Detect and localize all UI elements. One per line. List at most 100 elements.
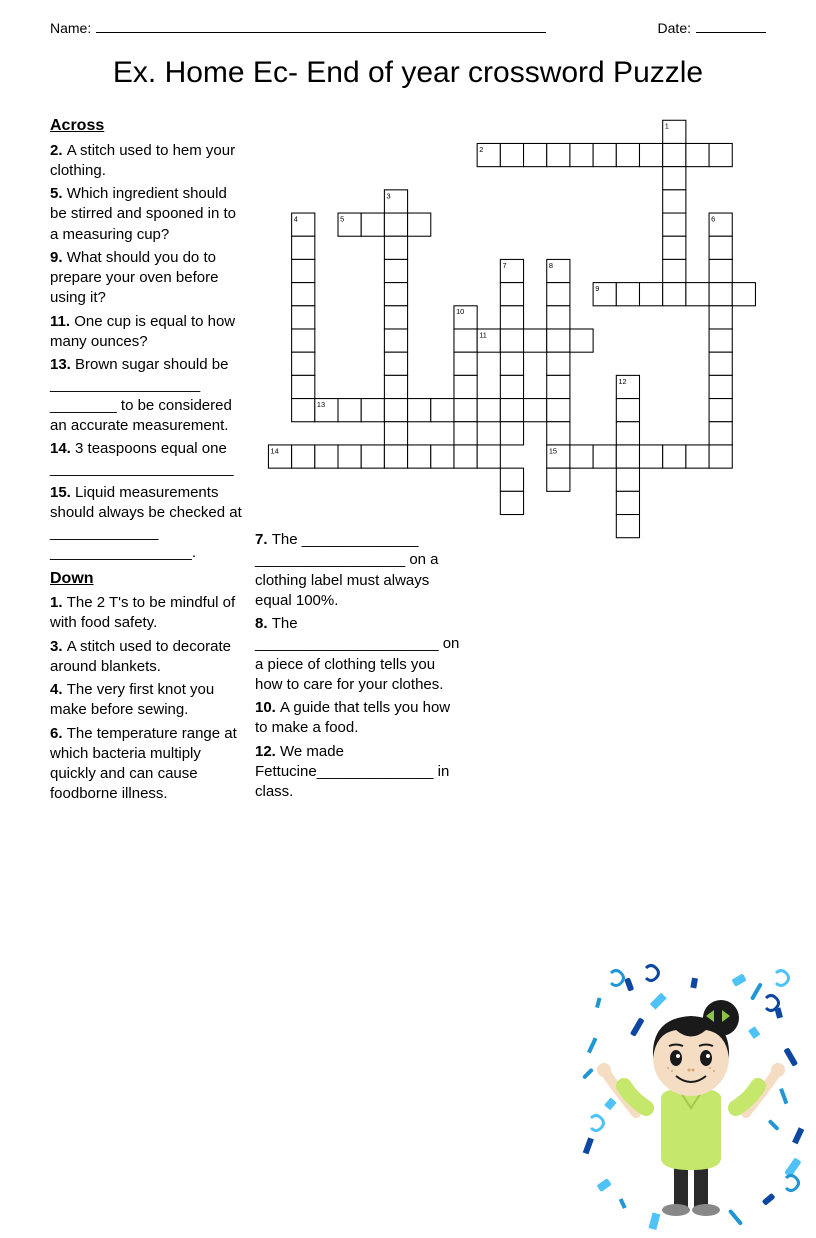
crossword-cell[interactable] (500, 491, 523, 514)
crossword-cell[interactable] (384, 283, 407, 306)
crossword-cell[interactable] (663, 259, 686, 282)
crossword-cell[interactable] (709, 259, 732, 282)
crossword-cell[interactable] (547, 422, 570, 445)
crossword-cell[interactable] (732, 283, 755, 306)
crossword-cell[interactable] (663, 167, 686, 190)
crossword-cell[interactable] (686, 445, 709, 468)
crossword-cell[interactable] (709, 352, 732, 375)
crossword-cell[interactable] (384, 306, 407, 329)
crossword-cell[interactable] (663, 190, 686, 213)
date-blank-line[interactable] (696, 32, 766, 33)
crossword-cell[interactable] (408, 445, 431, 468)
crossword-cell[interactable] (547, 143, 570, 166)
crossword-cell[interactable] (547, 329, 570, 352)
crossword-cell[interactable] (616, 445, 639, 468)
crossword-cell[interactable] (616, 399, 639, 422)
crossword-cell[interactable] (570, 329, 593, 352)
crossword-cell[interactable] (616, 143, 639, 166)
crossword-cell[interactable] (709, 375, 732, 398)
crossword-cell[interactable] (663, 213, 686, 236)
crossword-cell[interactable] (709, 236, 732, 259)
crossword-cell[interactable] (547, 375, 570, 398)
crossword-cell[interactable] (547, 352, 570, 375)
crossword-cell[interactable] (292, 306, 315, 329)
crossword-cell[interactable] (663, 283, 686, 306)
crossword-cell[interactable] (570, 445, 593, 468)
crossword-cell[interactable] (500, 375, 523, 398)
crossword-cell[interactable] (524, 329, 547, 352)
crossword-cell[interactable] (500, 143, 523, 166)
crossword-cell[interactable] (639, 283, 662, 306)
crossword-cell[interactable] (593, 143, 616, 166)
crossword-cell[interactable] (384, 399, 407, 422)
crossword-cell[interactable] (454, 375, 477, 398)
crossword-cell[interactable] (547, 399, 570, 422)
crossword-cell[interactable] (663, 143, 686, 166)
crossword-cell[interactable] (709, 306, 732, 329)
crossword-cell[interactable] (686, 143, 709, 166)
crossword-cell[interactable] (384, 352, 407, 375)
crossword-cell[interactable] (593, 445, 616, 468)
crossword-cell[interactable] (500, 468, 523, 491)
crossword-cell[interactable] (408, 399, 431, 422)
crossword-cell[interactable] (431, 399, 454, 422)
crossword-cell[interactable] (547, 468, 570, 491)
crossword-cell[interactable] (361, 399, 384, 422)
crossword-cell[interactable] (384, 236, 407, 259)
crossword-cell[interactable] (292, 236, 315, 259)
crossword-cell[interactable] (709, 143, 732, 166)
crossword-cell[interactable] (384, 259, 407, 282)
crossword-cell[interactable] (663, 445, 686, 468)
crossword-cell[interactable] (616, 491, 639, 514)
crossword-cell[interactable] (709, 399, 732, 422)
crossword-cell[interactable] (408, 213, 431, 236)
crossword-cell[interactable] (500, 329, 523, 352)
crossword-cell[interactable] (663, 236, 686, 259)
crossword-cell[interactable] (384, 329, 407, 352)
crossword-cell[interactable] (454, 352, 477, 375)
crossword-cell[interactable] (292, 329, 315, 352)
crossword-cell[interactable] (616, 515, 639, 538)
name-blank-line[interactable] (96, 32, 546, 33)
crossword-cell[interactable] (616, 422, 639, 445)
crossword-cell[interactable] (384, 213, 407, 236)
crossword-cell[interactable] (384, 445, 407, 468)
crossword-cell[interactable] (454, 445, 477, 468)
crossword-cell[interactable] (292, 259, 315, 282)
crossword-cell[interactable] (639, 143, 662, 166)
crossword-cell[interactable] (338, 399, 361, 422)
crossword-cell[interactable] (570, 143, 593, 166)
crossword-cell[interactable] (616, 468, 639, 491)
crossword-cell[interactable] (524, 399, 547, 422)
crossword-cell[interactable] (524, 143, 547, 166)
crossword-cell[interactable] (686, 283, 709, 306)
crossword-cell[interactable] (709, 422, 732, 445)
crossword-cell[interactable] (500, 283, 523, 306)
crossword-cell[interactable] (292, 445, 315, 468)
crossword-cell[interactable] (709, 445, 732, 468)
crossword-cell[interactable] (384, 375, 407, 398)
crossword-cell[interactable] (454, 329, 477, 352)
crossword-cell[interactable] (500, 422, 523, 445)
crossword-cell[interactable] (500, 306, 523, 329)
crossword-cell[interactable] (477, 399, 500, 422)
crossword-cell[interactable] (361, 213, 384, 236)
crossword-cell[interactable] (547, 306, 570, 329)
crossword-cell[interactable] (361, 445, 384, 468)
crossword-cell[interactable] (292, 352, 315, 375)
crossword-cell[interactable] (384, 422, 407, 445)
crossword-grid[interactable]: 123456789101112131415 (260, 115, 766, 547)
crossword-cell[interactable] (338, 445, 361, 468)
crossword-cell[interactable] (709, 283, 732, 306)
crossword-cell[interactable] (500, 352, 523, 375)
crossword-cell[interactable] (292, 375, 315, 398)
crossword-cell[interactable] (292, 283, 315, 306)
crossword-cell[interactable] (454, 422, 477, 445)
crossword-cell[interactable] (639, 445, 662, 468)
crossword-cell[interactable] (477, 445, 500, 468)
crossword-cell[interactable] (547, 283, 570, 306)
crossword-cell[interactable] (709, 329, 732, 352)
crossword-cell[interactable] (292, 399, 315, 422)
crossword-cell[interactable] (431, 445, 454, 468)
crossword-cell[interactable] (616, 283, 639, 306)
